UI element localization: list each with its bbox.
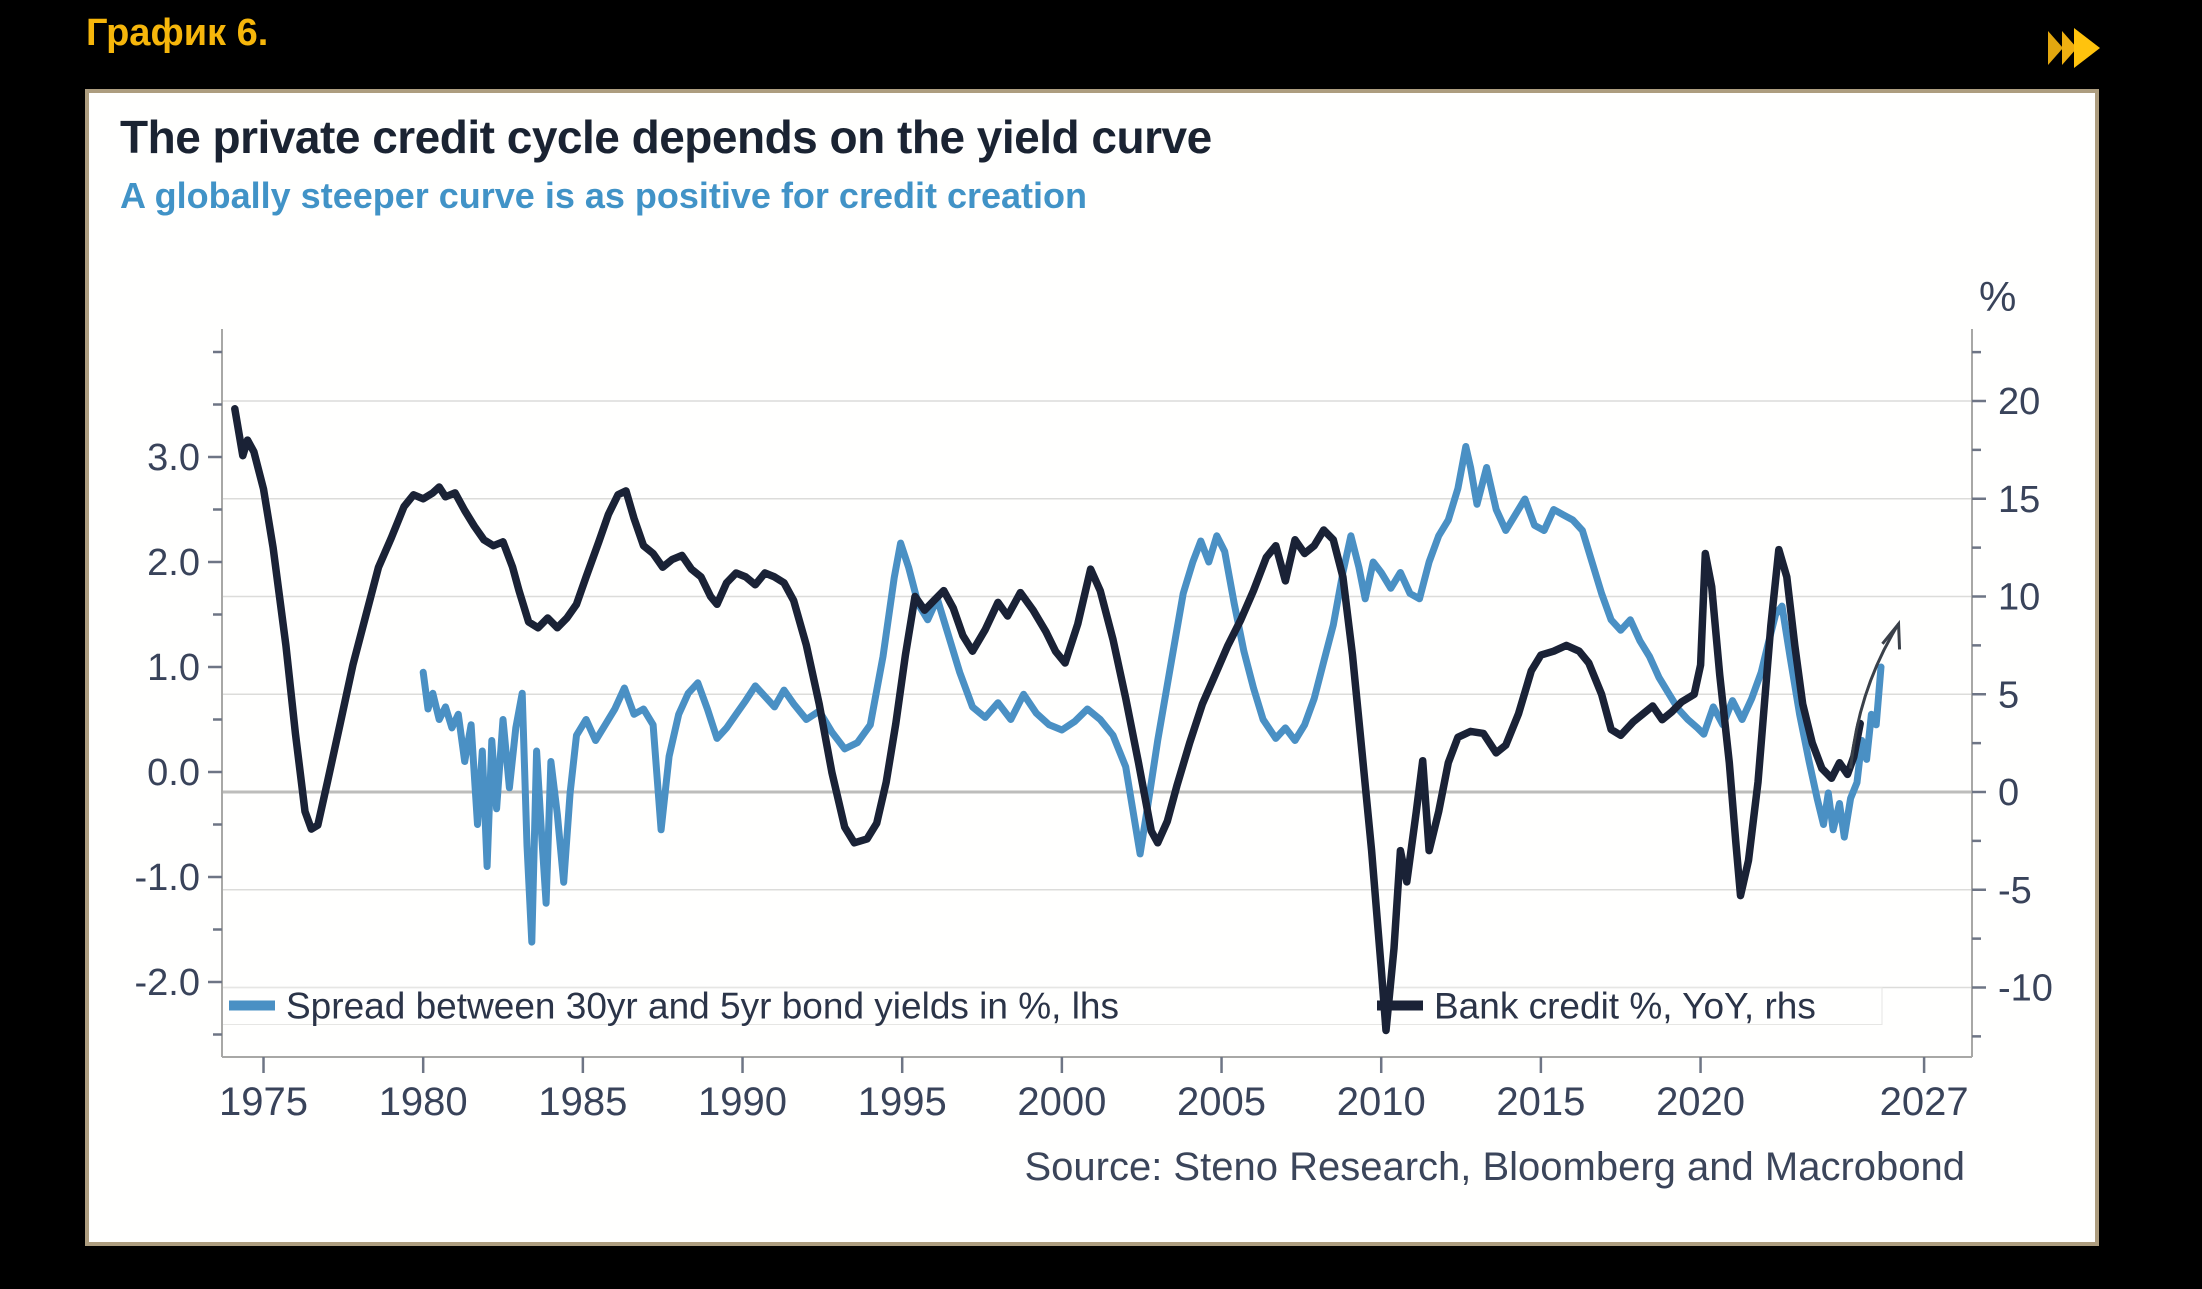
x-tick-label: 2015 — [1496, 1080, 1585, 1124]
slide-caption: График 6. — [86, 12, 269, 54]
x-tick-label: 2020 — [1656, 1080, 1745, 1124]
right-tick-label: 0 — [1998, 772, 2019, 814]
right-axis-unit: % — [1979, 273, 2016, 320]
legend-label-credit: Bank credit %, YoY, rhs — [1434, 986, 1816, 1027]
right-tick-label: 10 — [1998, 577, 2040, 619]
x-tick-label: 1995 — [858, 1080, 947, 1124]
x-tick-label: 2005 — [1177, 1080, 1266, 1124]
right-tick-label: -5 — [1998, 870, 2032, 912]
right-tick-label: 20 — [1998, 381, 2040, 423]
fast-forward-triangle-back — [2048, 31, 2063, 65]
chart-card: The private credit cycle depends on the … — [85, 89, 2099, 1246]
right-tick-label: -10 — [1998, 968, 2053, 1010]
x-tick-label: 2010 — [1337, 1080, 1426, 1124]
trend-arrow — [1849, 623, 1900, 769]
fast-forward-icon — [2048, 28, 2100, 68]
left-tick-label: 0.0 — [147, 752, 200, 794]
bank-credit-line — [231, 405, 1864, 1035]
x-tick-label: 1990 — [698, 1080, 787, 1124]
x-tick-label: 1980 — [379, 1080, 468, 1124]
x-tick-label: 1975 — [219, 1080, 308, 1124]
trend-arrow-head — [1881, 619, 1902, 650]
chart-subtitle: A globally steeper curve is as positive … — [120, 175, 1088, 216]
chart-title: The private credit cycle depends on the … — [120, 111, 1212, 163]
fast-forward-triangle-front — [2074, 28, 2100, 68]
left-tick-label: -1.0 — [135, 857, 200, 899]
yield-spread-line — [419, 443, 1885, 946]
left-tick-label: -2.0 — [135, 962, 200, 1004]
legend-label-spread: Spread between 30yr and 5yr bond yields … — [286, 986, 1119, 1027]
left-tick-label: 3.0 — [147, 437, 200, 479]
source-note: Source: Steno Research, Bloomberg and Ma… — [1024, 1145, 1965, 1189]
left-tick-label: 1.0 — [147, 647, 200, 689]
right-tick-label: 5 — [1998, 674, 2019, 716]
fast-forward-triangle-mid — [2062, 31, 2077, 65]
left-tick-label: 2.0 — [147, 542, 200, 584]
x-tick-label: 2000 — [1017, 1080, 1106, 1124]
right-tick-label: 15 — [1998, 479, 2040, 521]
x-tick-label: 2027 — [1880, 1080, 1969, 1124]
x-tick-label: 1985 — [538, 1080, 627, 1124]
